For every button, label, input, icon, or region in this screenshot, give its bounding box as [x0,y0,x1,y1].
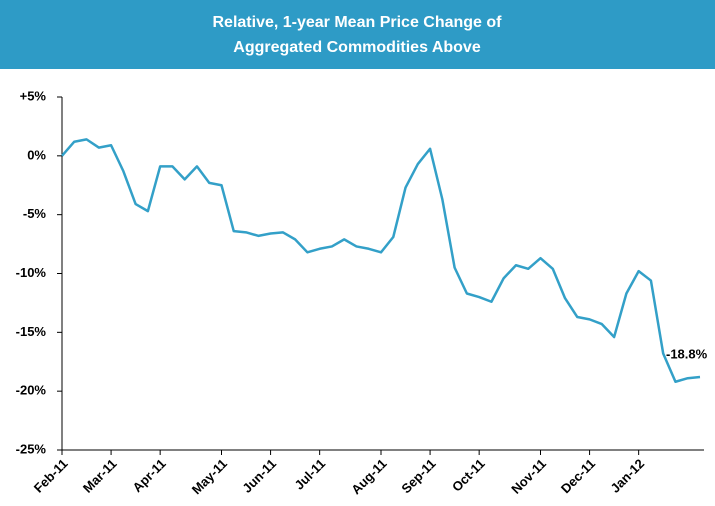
y-tick-label: -20% [16,383,47,398]
x-tick-label: Sep-11 [398,456,438,496]
x-tick-label: May-11 [189,456,230,497]
y-tick-label: -5% [23,206,47,221]
line-series [61,138,701,383]
x-tick-label: Nov-11 [508,456,549,497]
x-tick-label: Oct-11 [449,456,488,495]
x-tick-label: Feb-11 [31,456,71,496]
y-tick-label: -25% [16,441,47,456]
y-tick-label: 0% [27,147,46,162]
chart-title: Relative, 1-year Mean Price Change of [213,14,503,31]
x-tick-label: Aug-11 [348,456,389,497]
x-tick-label: Jan-12 [607,456,647,496]
title-banner [0,0,715,69]
x-tick-label: Jun-11 [239,456,279,496]
y-tick-label: -15% [16,324,47,339]
x-tick-label: Apr-11 [129,456,168,495]
y-tick-label: -10% [16,265,47,280]
x-tick-label: Mar-11 [80,456,120,496]
data-label: -18.8% [666,346,708,361]
x-tick-label: Dec-11 [558,456,598,496]
chart-title: Aggregated Commodities Above [233,39,481,56]
y-tick-label: +5% [20,88,47,103]
x-tick-label: Jul-11 [292,456,329,493]
